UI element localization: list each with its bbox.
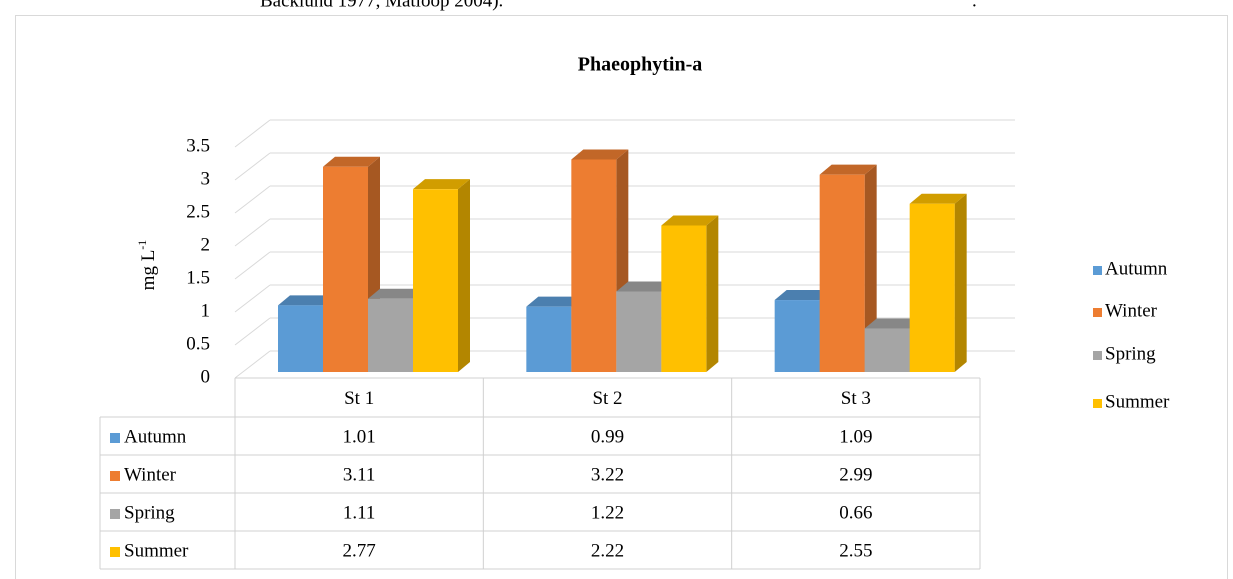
bar-front: [368, 298, 413, 372]
legend-label: Winter: [1105, 300, 1158, 321]
bar: [819, 164, 877, 372]
grid-line: [234, 119, 271, 148]
grid-line: [234, 350, 271, 379]
bar: [661, 215, 719, 372]
grid-line: [234, 185, 271, 214]
bar-front: [571, 159, 617, 372]
table-legend-key: [110, 433, 120, 443]
y-tick-label: 0.5: [186, 333, 210, 354]
chart-title: Phaeophytin-a: [578, 54, 702, 76]
bar-side: [954, 193, 967, 372]
y-tick-label: 3: [201, 168, 211, 189]
y-axis-label-sup: -1: [135, 240, 149, 250]
table-value: 2.22: [591, 540, 624, 561]
bar-front: [774, 300, 820, 372]
grid-line: [234, 251, 271, 280]
y-tick-label: 3.5: [186, 135, 210, 156]
legend-label: Autumn: [1105, 258, 1168, 279]
table-series-name: Winter: [124, 464, 177, 485]
bar-front: [661, 225, 707, 372]
bar-side: [864, 164, 877, 372]
legend-key: [1093, 399, 1102, 408]
table-series-name: Spring: [124, 502, 175, 523]
table-value: 1.11: [343, 502, 376, 523]
bar-front: [413, 189, 458, 372]
bar: [413, 179, 470, 372]
y-axis-label: mg L-1: [135, 240, 160, 291]
bar-top: [368, 288, 425, 299]
bar-front: [526, 306, 572, 372]
legend-label: Summer: [1105, 391, 1170, 412]
bar-top: [323, 156, 380, 167]
table-series-name: Summer: [124, 540, 189, 561]
table-value: 1.01: [343, 426, 376, 447]
bar-front: [616, 291, 662, 372]
grid-line: [234, 317, 271, 346]
table-value: 1.22: [591, 502, 624, 523]
grid-line: [234, 152, 271, 181]
text-above: Backlund 1977, Matloop 2004).: [260, 0, 503, 11]
bar-front: [819, 174, 865, 372]
bar-front: [864, 328, 910, 372]
y-tick-label: 1.5: [186, 267, 210, 288]
y-tick-label: 0: [201, 366, 211, 387]
bar-top: [864, 318, 922, 329]
bar-top: [909, 193, 967, 204]
bar-side: [706, 215, 719, 372]
text-above: .: [972, 0, 977, 11]
bar-top: [819, 164, 877, 175]
bar-side: [458, 179, 470, 372]
grid-line: [234, 218, 271, 247]
bar-top: [661, 215, 719, 226]
legend-key: [1093, 308, 1102, 317]
bar-top: [571, 149, 629, 160]
table-legend-key: [110, 471, 120, 481]
bar-front: [909, 203, 955, 372]
bar-top: [526, 296, 584, 307]
table-value: 3.22: [591, 464, 624, 485]
x-tick-label: St 3: [841, 388, 871, 409]
table-value: 3.11: [343, 464, 376, 485]
table-value: 2.77: [343, 540, 376, 561]
bar: [909, 193, 967, 372]
grid-line: [234, 284, 271, 313]
x-tick-label: St 2: [592, 388, 622, 409]
bar-top: [278, 295, 335, 306]
bar-top: [774, 290, 832, 301]
legend-key: [1093, 266, 1102, 275]
table-value: 1.09: [839, 426, 872, 447]
y-tick-label: 2.5: [186, 201, 210, 222]
table-value: 2.55: [839, 540, 872, 561]
legend-label: Spring: [1105, 343, 1156, 364]
table-value: 2.99: [839, 464, 872, 485]
legend-key: [1093, 351, 1102, 360]
table-value: 0.66: [839, 502, 872, 523]
bar-top: [413, 179, 470, 190]
table-value: 0.99: [591, 426, 624, 447]
x-tick-label: St 1: [344, 388, 374, 409]
bar-front: [278, 305, 323, 372]
table-legend-key: [110, 509, 120, 519]
y-tick-label: 2: [201, 234, 211, 255]
table-series-name: Autumn: [124, 426, 187, 447]
table-legend-key: [110, 547, 120, 557]
bar-front: [323, 166, 368, 372]
y-tick-label: 1: [201, 300, 211, 321]
bar-top: [616, 281, 674, 292]
y-axis-label-text: mg L: [138, 250, 159, 291]
